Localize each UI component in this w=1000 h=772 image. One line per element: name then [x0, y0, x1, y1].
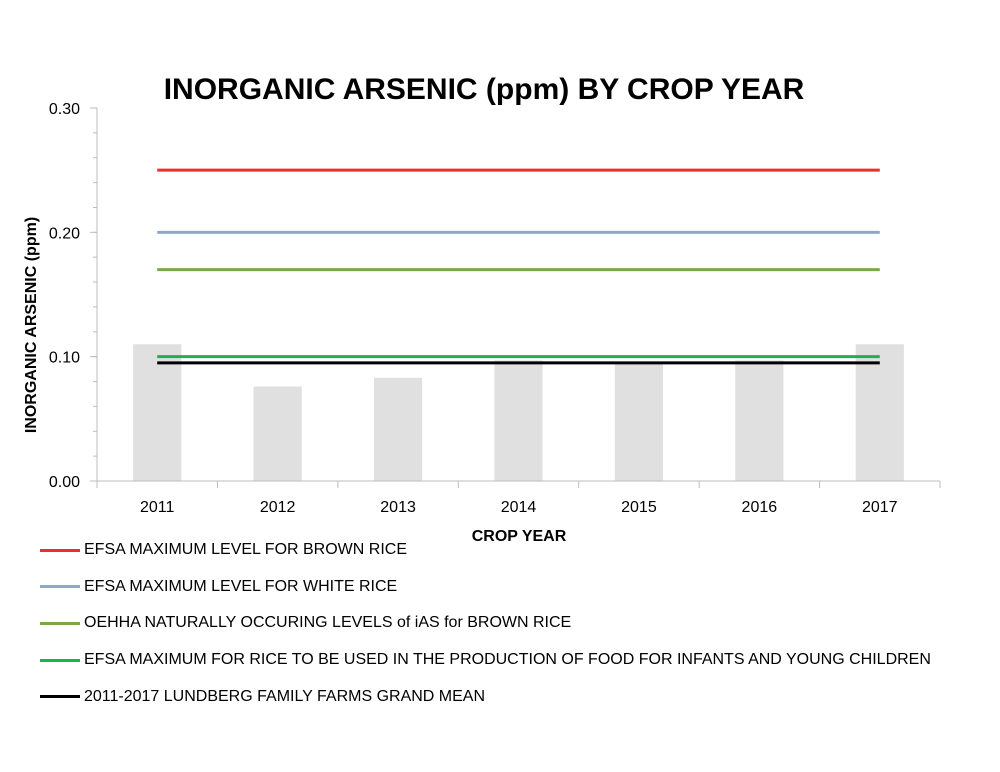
- x-tick-label-2015: 2015: [621, 499, 657, 516]
- bar-2016: [735, 360, 784, 481]
- x-tick-label-2012: 2012: [260, 499, 296, 516]
- legend-item-3: OEHHA NATURALLY OCCURING LEVELS of iAS f…: [40, 605, 980, 642]
- legend-item-2: EFSA MAXIMUM LEVEL FOR WHITE RICE: [40, 569, 980, 606]
- legend-label: OEHHA NATURALLY OCCURING LEVELS of iAS f…: [84, 614, 572, 632]
- chart-title: INORGANIC ARSENIC (ppm) BY CROP YEAR: [164, 73, 805, 106]
- y-tick-label: 0.20: [49, 225, 80, 242]
- legend-label: EFSA MAXIMUM FOR RICE TO BE USED IN THE …: [84, 651, 931, 669]
- legend-swatch: [40, 695, 80, 699]
- x-tick-label-2014: 2014: [501, 499, 537, 516]
- x-tick-label-2017: 2017: [862, 499, 898, 516]
- legend: EFSA MAXIMUM LEVEL FOR BROWN RICE EFSA MA…: [40, 532, 980, 715]
- y-tick-label: 0.00: [49, 474, 80, 491]
- legend-item-4: EFSA MAXIMUM FOR RICE TO BE USED IN THE …: [40, 642, 980, 679]
- legend-label: EFSA MAXIMUM LEVEL FOR BROWN RICE: [84, 541, 408, 559]
- x-tick-label-2016: 2016: [742, 499, 778, 516]
- bar-2011: [133, 344, 182, 481]
- axes-layer: [90, 107, 941, 488]
- legend-swatch: [40, 548, 80, 552]
- legend-swatch: [40, 658, 80, 662]
- bar-2012: [253, 386, 302, 481]
- legend-label: EFSA MAXIMUM LEVEL FOR WHITE RICE: [84, 577, 398, 595]
- legend-item-1: EFSA MAXIMUM LEVEL FOR BROWN RICE: [40, 532, 980, 569]
- bar-2017: [855, 344, 904, 481]
- tick-labels-layer: 0.00 0.10 0.20 0.30 2011 2012 2013 2014 2015 2016…: [49, 101, 898, 516]
- x-tick-label-2011: 2011: [140, 499, 175, 516]
- bars-layer: [133, 344, 904, 481]
- y-tick-label: 0.30: [49, 101, 80, 118]
- legend-swatch: [40, 621, 80, 625]
- legend-label: 2011-2017 LUNDBERG FAMILY FARMS GRAND ME…: [84, 687, 486, 705]
- legend-swatch: [40, 585, 80, 589]
- reference-lines-layer: [157, 168, 880, 365]
- y-axis-title: INORGANIC ARSENIC (ppm): [23, 217, 40, 433]
- x-axis-title: CROP YEAR: [472, 528, 567, 545]
- bar-2013: [373, 377, 423, 481]
- legend-item-5: 2011-2017 LUNDBERG FAMILY FARMS GRAND ME…: [40, 678, 980, 715]
- bar-2014: [494, 360, 543, 481]
- y-tick-label: 0.10: [49, 350, 80, 367]
- x-tick-label-2013: 2013: [380, 499, 416, 516]
- bar-2015: [614, 361, 664, 481]
